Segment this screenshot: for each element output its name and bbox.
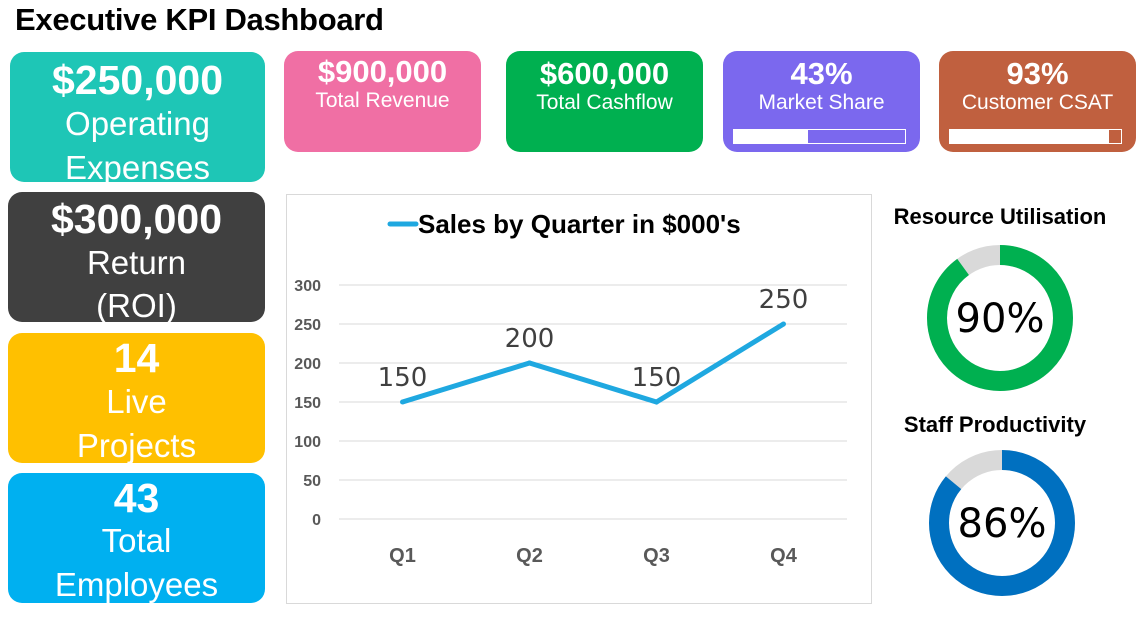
customer-csat-card: 93% Customer CSAT	[939, 51, 1136, 152]
roi-label-line2: (ROI)	[96, 287, 177, 322]
chart-ytick-label: 50	[303, 473, 321, 490]
total-revenue-label: Total Revenue	[315, 89, 450, 112]
sales-chart-panel: 0 50 100 150 200 250 300 Q1 Q2 Q3 Q4 150 200 150 250…	[286, 194, 872, 604]
chart-xtick-label: Q1	[389, 545, 416, 567]
chart-ytick-label: 0	[312, 512, 321, 529]
staff-productivity-arc	[929, 450, 1075, 596]
total-employees-value: 43	[113, 475, 160, 521]
operating-expenses-card: $250,000 Operating Expenses	[10, 52, 265, 182]
resource-utilisation-gauge: 90%	[927, 245, 1073, 391]
sales-data-label: 150	[632, 363, 682, 393]
resource-utilisation-arc	[927, 245, 1073, 391]
operating-expenses-label-line1: Operating	[65, 105, 210, 142]
chart-ytick-label: 300	[294, 278, 321, 295]
chart-ytick-label: 200	[294, 356, 321, 373]
roi-card: $300,000 Return (ROI)	[8, 192, 265, 322]
sales-line-chart: 0 50 100 150 200 250 300 Q1 Q2 Q3 Q4 150 200 150 250…	[294, 209, 847, 567]
resource-utilisation-title: Resource Utilisation	[893, 204, 1107, 229]
operating-expenses-value: $250,000	[51, 57, 223, 103]
sales-data-point	[654, 399, 659, 405]
live-projects-card: 14 Live Projects	[8, 333, 265, 463]
market-share-value: 43%	[790, 56, 853, 91]
market-share-label: Market Share	[758, 91, 885, 114]
staff-productivity-value: 86%	[958, 501, 1047, 547]
customer-csat-value: 93%	[1006, 56, 1069, 91]
roi-label-line1: Return	[86, 244, 187, 281]
staff-productivity-gauge: 86%	[929, 450, 1075, 596]
chart-ytick-label: 100	[294, 434, 321, 451]
market-share-card: 43% Market Share	[723, 51, 920, 152]
chart-ytick-label: 250	[294, 317, 321, 334]
chart-xtick-label: Q4	[770, 545, 798, 567]
chart-xtick-label: Q2	[516, 545, 543, 567]
total-employees-card: 43 Total Employees	[8, 473, 265, 603]
live-projects-label-line1: Live	[106, 383, 167, 420]
total-cashflow-value: $600,000	[539, 56, 670, 91]
market-share-progress-fill	[734, 130, 808, 143]
resource-utilisation-value: 90%	[956, 296, 1045, 342]
customer-csat-label: Customer CSAT	[961, 91, 1114, 114]
total-cashflow-label: Total Cashflow	[536, 91, 673, 114]
market-share-progress-bar	[733, 129, 906, 144]
live-projects-value: 14	[113, 335, 160, 381]
staff-productivity-title: Staff Productivity	[903, 412, 1087, 437]
roi-value: $300,000	[50, 196, 222, 242]
chart-ytick-label: 150	[294, 395, 321, 412]
operating-expenses-label-line2: Expenses	[65, 149, 210, 182]
sales-series-line	[401, 321, 785, 405]
chart-title: Sales by Quarter in $000's	[418, 209, 741, 239]
sales-data-point	[527, 360, 532, 366]
sales-data-point	[400, 399, 405, 405]
customer-csat-progress-fill	[950, 130, 1110, 143]
total-revenue-value: $900,000	[317, 54, 448, 89]
customer-csat-progress-bar	[949, 129, 1122, 144]
total-employees-label-line2: Employees	[54, 566, 219, 603]
sales-data-point	[781, 321, 786, 327]
sales-data-label: 200	[505, 324, 555, 354]
sales-data-label: 250	[759, 285, 809, 315]
live-projects-label-line2: Projects	[76, 427, 197, 463]
chart-xtick-label: Q3	[643, 545, 670, 567]
dashboard-title: Executive KPI Dashboard	[15, 2, 384, 37]
total-employees-label-line1: Total	[101, 522, 172, 559]
total-revenue-card: $900,000 Total Revenue	[284, 51, 481, 152]
total-cashflow-card: $600,000 Total Cashflow	[506, 51, 703, 152]
sales-data-label: 150	[378, 363, 428, 393]
